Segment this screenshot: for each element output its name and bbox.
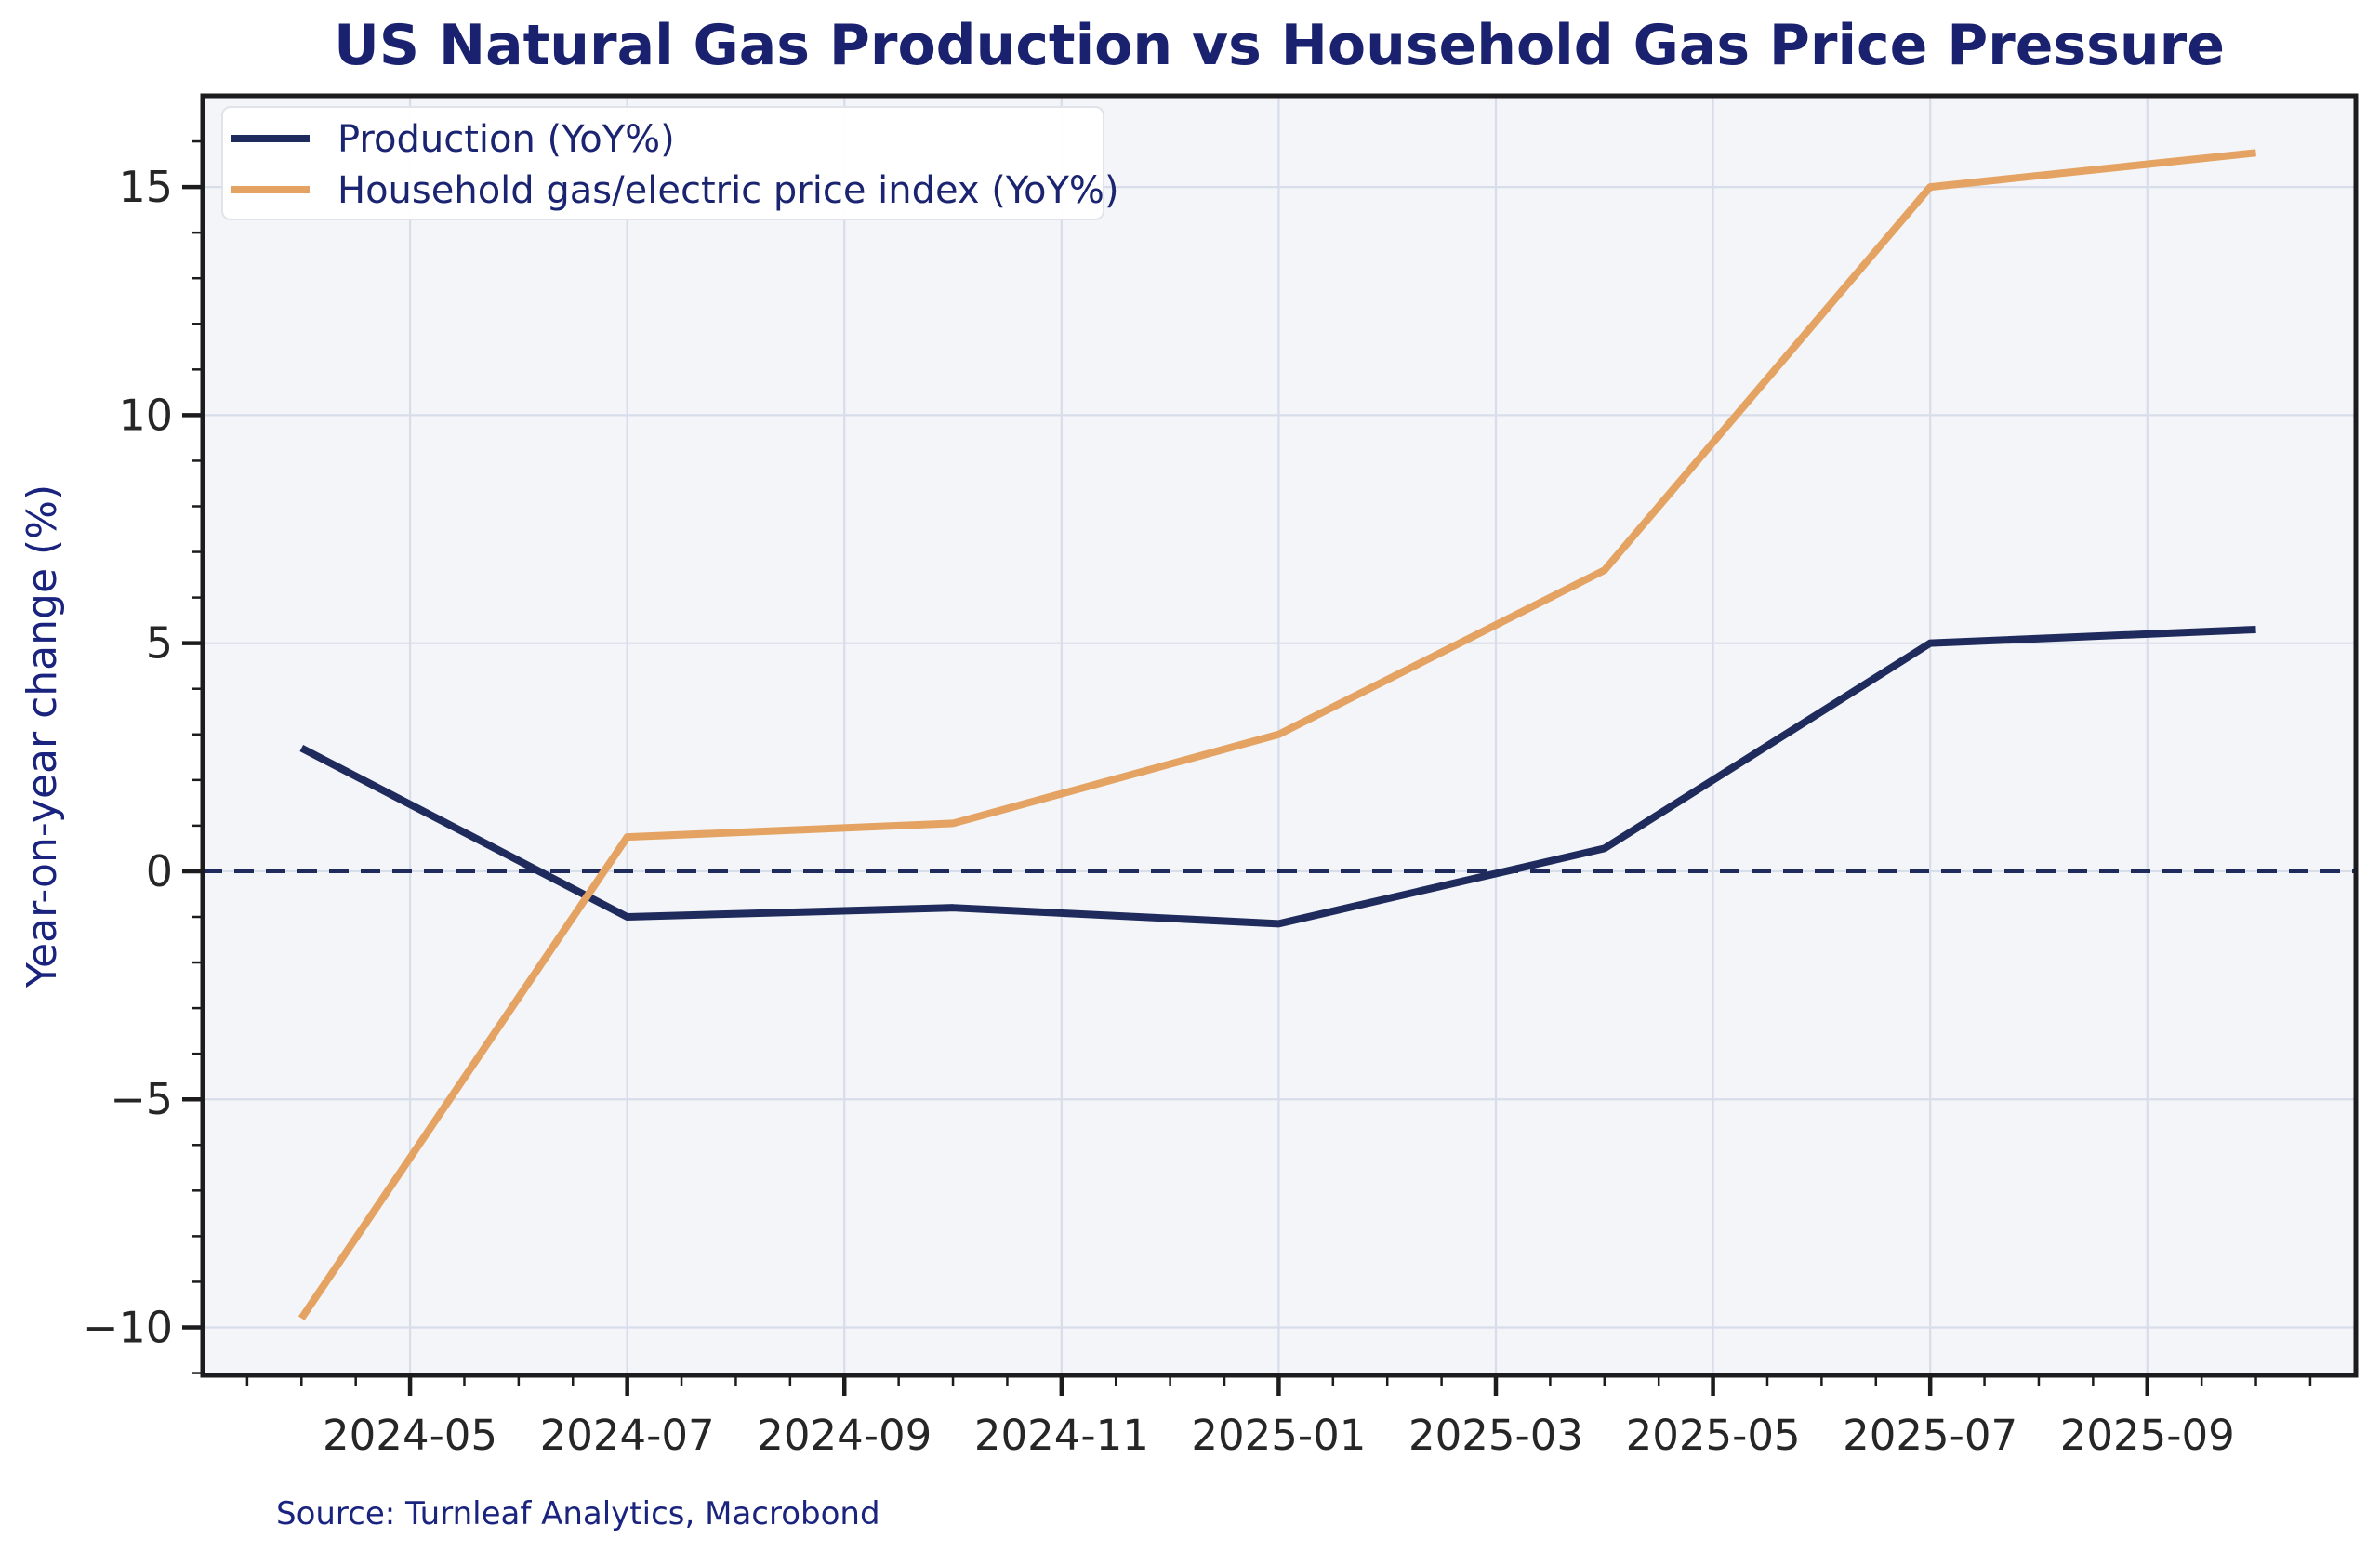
legend-label: Production (YoY%) <box>337 118 675 161</box>
x-axis-tick-label: 2024-09 <box>757 1411 932 1460</box>
y-axis-tick-label: 5 <box>146 618 173 669</box>
x-axis-tick-label: 2024-11 <box>974 1411 1149 1460</box>
axis-ticks: 2024-05 2024-07 2024-09 2024-11 2025-01 2025-… <box>83 139 2312 1460</box>
production-line <box>299 625 2256 928</box>
x-axis-tick-label: 2025-07 <box>1843 1411 2017 1460</box>
x-axis-tick-label: 2024-07 <box>540 1411 715 1460</box>
x-axis-tick-label: 2025-05 <box>1626 1411 1801 1460</box>
legend-item-production: Production (YoY%) <box>231 118 675 161</box>
household-price-line <box>298 149 2256 1320</box>
y-axis-tick-label: 10 <box>118 390 173 440</box>
legend: Production (YoY%) Household gas/electric … <box>221 106 1119 220</box>
legend-item-household: Household gas/electric price index (YoY%… <box>231 169 1119 212</box>
x-axis-tick-label: 2025-01 <box>1191 1411 1366 1460</box>
legend-box <box>221 106 1104 220</box>
x-axis-tick-label: 2024-05 <box>323 1411 497 1460</box>
chart-title: US Natural Gas Production vs Household G… <box>334 13 2225 78</box>
y-axis-tick-label: −5 <box>110 1074 173 1124</box>
x-axis-tick-label: 2025-09 <box>2060 1411 2235 1460</box>
legend-label: Household gas/electric price index (YoY%… <box>337 169 1119 212</box>
source-note: Source: Turnleaf Analytics, Macrobond <box>276 1495 880 1532</box>
y-axis-tick-label: 0 <box>146 846 173 896</box>
y-axis-tick-label: 15 <box>118 162 173 212</box>
y-axis-tick-label: −10 <box>83 1302 173 1352</box>
x-axis-tick-label: 2025-03 <box>1408 1411 1583 1460</box>
